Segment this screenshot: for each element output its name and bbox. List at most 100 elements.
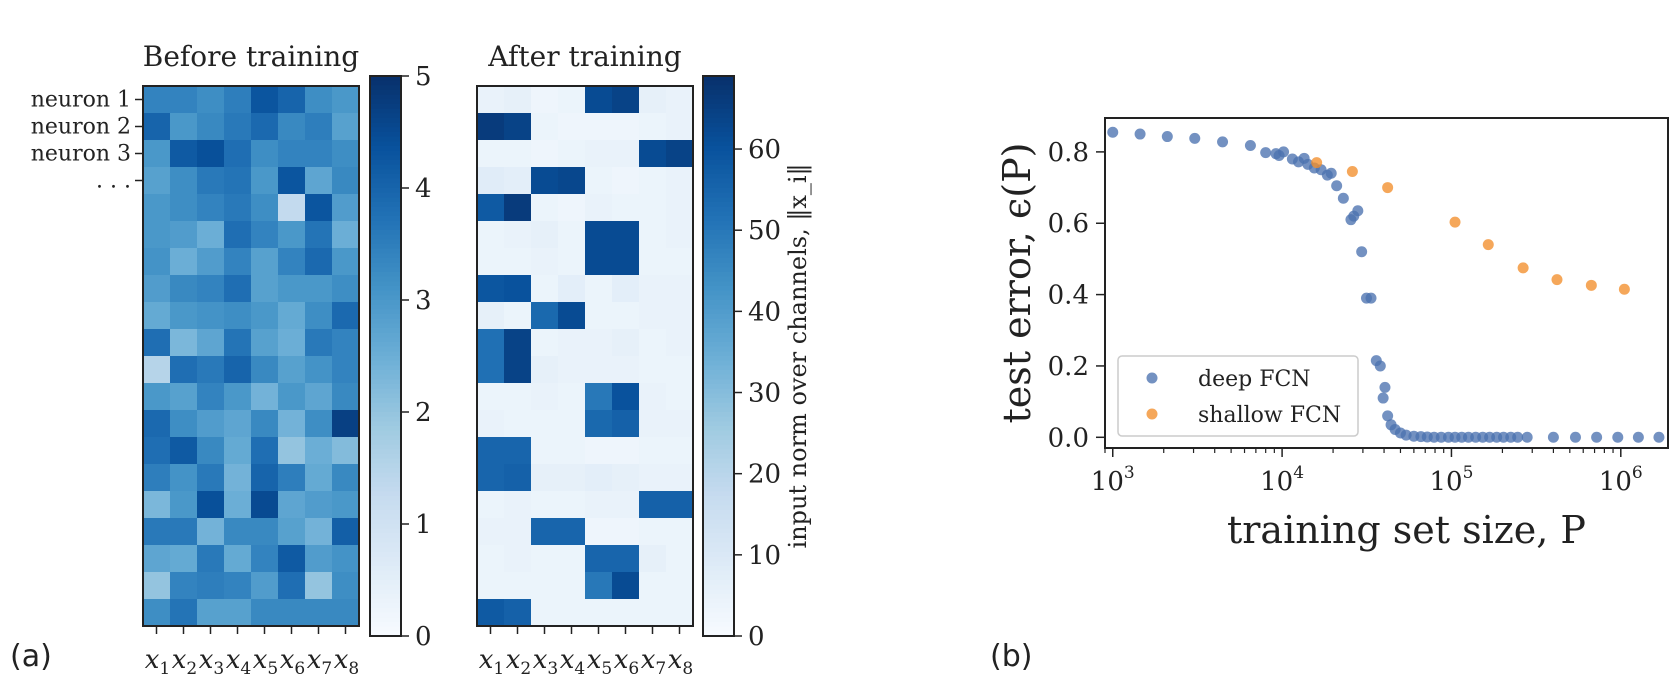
heatmap-cell bbox=[251, 248, 279, 276]
heatmap-cell bbox=[332, 113, 360, 141]
colorbar-segment bbox=[703, 477, 734, 483]
x-tick-label: x7 bbox=[641, 645, 667, 679]
heatmap-cell bbox=[477, 491, 505, 519]
colorbar-segment bbox=[703, 416, 734, 422]
colorbar-segment bbox=[370, 85, 401, 91]
heatmap-cell bbox=[585, 86, 613, 114]
heatmap-cell bbox=[197, 194, 225, 222]
x-tick-label: 104 bbox=[1260, 463, 1304, 497]
heatmap-cell bbox=[639, 518, 667, 546]
heatmap-cell bbox=[170, 545, 198, 573]
x-tick-sub: 6 bbox=[294, 659, 305, 679]
heatmap-cell bbox=[251, 464, 279, 492]
heatmap-cell bbox=[585, 410, 613, 438]
x-tick-sub: 4 bbox=[574, 659, 585, 679]
x-tick-var: x bbox=[199, 645, 214, 675]
x-tick-var: x bbox=[560, 645, 575, 675]
colorbar-segment bbox=[703, 267, 734, 273]
data-point-deep bbox=[1591, 431, 1603, 443]
heatmap-cell bbox=[197, 545, 225, 573]
colorbar-tick-label: 10 bbox=[748, 541, 781, 571]
x-tick-label: x8 bbox=[668, 645, 694, 679]
heatmap-cell bbox=[585, 329, 613, 357]
colorbar-segment bbox=[370, 258, 401, 264]
x-tick-label: x6 bbox=[614, 645, 640, 679]
heatmap-cell bbox=[558, 572, 586, 600]
colorbar-segment bbox=[370, 482, 401, 488]
heatmap-cell bbox=[305, 275, 333, 303]
heatmap-cell bbox=[639, 464, 667, 492]
colorbar-segment bbox=[703, 561, 734, 567]
x-tick-label: 106 bbox=[1599, 463, 1643, 497]
heatmap-cell bbox=[224, 518, 252, 546]
heatmap-cell bbox=[143, 464, 171, 492]
panel-label-a: (a) bbox=[10, 639, 52, 674]
heatmap-cell bbox=[332, 221, 360, 249]
heatmap-cell bbox=[477, 410, 505, 438]
heatmap-cell bbox=[666, 356, 694, 384]
colorbar-segment bbox=[370, 267, 401, 273]
colorbar-segment bbox=[370, 286, 401, 292]
colorbar-segment bbox=[370, 552, 401, 558]
heatmap-cell bbox=[504, 194, 532, 222]
heatmap-cell bbox=[585, 140, 613, 168]
colorbar-segment bbox=[370, 183, 401, 189]
heatmap-cell bbox=[170, 329, 198, 357]
colorbar-tick-label: 2 bbox=[415, 398, 432, 428]
heatmap-cell bbox=[224, 572, 252, 600]
colorbar-segment bbox=[703, 192, 734, 198]
colorbar-segment bbox=[370, 608, 401, 614]
heatmap-cell bbox=[477, 572, 505, 600]
colorbar-segment bbox=[370, 220, 401, 226]
colorbar-segment bbox=[370, 398, 401, 404]
heatmap-cell bbox=[585, 518, 613, 546]
heatmap-cell bbox=[224, 383, 252, 411]
data-point-deep bbox=[1325, 167, 1337, 179]
colorbar-segment bbox=[703, 482, 734, 488]
y-tick-label: 0.2 bbox=[1048, 352, 1089, 382]
heatmap-cell bbox=[666, 167, 694, 195]
colorbar-segment bbox=[370, 556, 401, 562]
colorbar-segment bbox=[370, 407, 401, 413]
colorbar-segment bbox=[370, 122, 401, 128]
heatmap-title: After training bbox=[487, 40, 682, 73]
heatmap-cell bbox=[305, 140, 333, 168]
x-tick-exponent: 6 bbox=[1632, 463, 1643, 483]
data-point-shallow bbox=[1382, 182, 1394, 194]
heatmap-cell bbox=[666, 464, 694, 492]
colorbar-segment bbox=[703, 244, 734, 250]
colorbar-segment bbox=[370, 150, 401, 156]
data-point-deep bbox=[1331, 180, 1343, 192]
heatmap-cell bbox=[558, 491, 586, 519]
colorbar-frame bbox=[702, 75, 735, 637]
heatmap-cell bbox=[666, 194, 694, 222]
colorbar-segment bbox=[370, 234, 401, 240]
heatmap-cell bbox=[531, 275, 559, 303]
x-tick-label: x4 bbox=[226, 645, 252, 679]
colorbar-segment bbox=[703, 458, 734, 464]
heatmap-cell bbox=[224, 491, 252, 519]
colorbar-segment bbox=[703, 468, 734, 474]
heatmap-cell bbox=[278, 275, 306, 303]
heatmap-cell bbox=[666, 248, 694, 276]
colorbar-segment bbox=[703, 528, 734, 534]
colorbar-segment bbox=[703, 500, 734, 506]
heatmap-cell bbox=[197, 491, 225, 519]
heatmap-cell bbox=[197, 572, 225, 600]
heatmap-cell bbox=[197, 329, 225, 357]
y-tick-label: 0.4 bbox=[1048, 281, 1089, 311]
colorbar-tick-label: 60 bbox=[748, 135, 781, 165]
colorbar-segment bbox=[703, 626, 734, 632]
colorbar-segment bbox=[370, 272, 401, 278]
heatmap-cell bbox=[143, 599, 171, 627]
heatmap-cell bbox=[612, 248, 640, 276]
heatmap-cell bbox=[278, 491, 306, 519]
heatmap-cell bbox=[639, 113, 667, 141]
heatmap-cell bbox=[278, 167, 306, 195]
heatmap-cell bbox=[332, 464, 360, 492]
x-tick-var: x bbox=[614, 645, 629, 675]
colorbar-segment bbox=[370, 388, 401, 394]
colorbar-segment bbox=[370, 244, 401, 250]
heatmap-cell bbox=[305, 464, 333, 492]
colorbar-segment bbox=[703, 407, 734, 413]
